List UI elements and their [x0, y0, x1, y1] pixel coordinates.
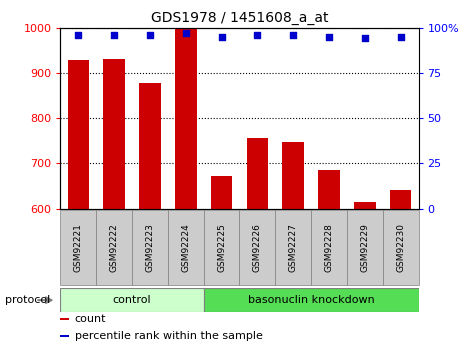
Text: GSM92222: GSM92222	[110, 223, 119, 272]
Bar	[318, 170, 340, 209]
Bar	[60, 288, 204, 312]
Text: GSM92225: GSM92225	[217, 223, 226, 272]
Point	[397, 34, 405, 39]
Bar	[60, 318, 69, 320]
Point	[289, 32, 297, 38]
Text: count: count	[75, 314, 106, 324]
Text: GSM92224: GSM92224	[181, 223, 190, 272]
Bar	[354, 203, 376, 209]
Bar	[390, 190, 412, 209]
Text: GSM92226: GSM92226	[253, 223, 262, 272]
Text: GSM92229: GSM92229	[360, 223, 369, 272]
Point	[326, 34, 333, 39]
Point	[146, 32, 153, 38]
Text: GSM92227: GSM92227	[289, 223, 298, 272]
Point	[74, 32, 82, 38]
Bar	[67, 60, 89, 209]
Bar	[204, 288, 418, 312]
Text: GSM92230: GSM92230	[396, 223, 405, 272]
Title: GDS1978 / 1451608_a_at: GDS1978 / 1451608_a_at	[151, 11, 328, 25]
Text: GSM92223: GSM92223	[146, 223, 154, 272]
Bar	[139, 83, 161, 209]
Bar	[103, 59, 125, 209]
Bar	[175, 28, 197, 209]
Bar	[60, 335, 69, 337]
Text: percentile rank within the sample: percentile rank within the sample	[75, 331, 263, 341]
Bar	[282, 142, 304, 209]
Point	[111, 32, 118, 38]
Bar	[211, 176, 232, 209]
Bar	[246, 138, 268, 209]
Text: GSM92221: GSM92221	[74, 223, 83, 272]
Text: GSM92228: GSM92228	[325, 223, 333, 272]
Text: control: control	[113, 295, 152, 305]
Point	[182, 30, 190, 36]
Point	[361, 36, 368, 41]
Text: protocol: protocol	[5, 295, 50, 305]
Point	[218, 34, 225, 39]
Point	[254, 32, 261, 38]
Text: basonuclin knockdown: basonuclin knockdown	[248, 295, 374, 305]
